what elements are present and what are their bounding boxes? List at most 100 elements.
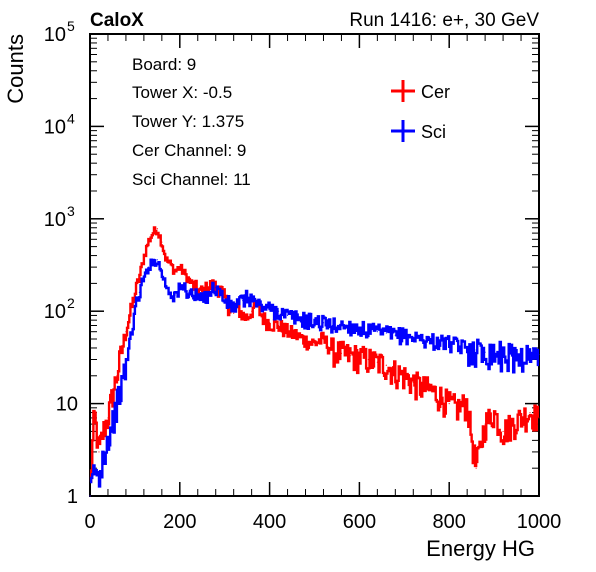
data-point-cer	[170, 263, 172, 266]
header-left-title: CaloX	[90, 10, 144, 31]
data-point-sci	[340, 324, 343, 327]
legend-label-cer: Cer	[421, 82, 450, 102]
data-point-cer	[179, 266, 181, 268]
data-point-sci	[313, 320, 316, 322]
y-tick-label: 10	[44, 24, 66, 46]
data-point-cer	[134, 294, 136, 296]
data-point-sci	[120, 386, 123, 388]
data-point-cer	[394, 371, 396, 373]
data-point-sci	[538, 353, 540, 356]
data-point-cer	[147, 241, 149, 243]
data-point-cer	[165, 259, 167, 261]
data-point-cer	[224, 297, 226, 299]
data-point-cer	[260, 312, 262, 314]
data-point-sci	[331, 324, 334, 327]
data-point-sci	[255, 303, 257, 305]
legend-marker-cer	[391, 80, 415, 102]
info-tower-y: Tower Y: 1.375	[132, 112, 244, 131]
data-point-cer	[349, 355, 352, 357]
data-point-cer	[269, 322, 271, 324]
data-point-cer	[304, 340, 307, 342]
data-point-sci	[228, 303, 230, 305]
data-point-cer	[403, 375, 405, 377]
data-point-sci	[93, 467, 96, 469]
data-point-sci	[421, 338, 423, 340]
data-point-cer	[385, 364, 387, 366]
data-point-sci	[358, 327, 360, 330]
data-point-sci	[286, 314, 289, 317]
data-point-cer	[264, 319, 266, 321]
data-point-sci	[215, 287, 217, 289]
data-point-cer	[376, 361, 378, 363]
y-tick-label: 1	[67, 486, 78, 508]
data-point-cer	[188, 278, 190, 281]
data-point-sci	[107, 439, 109, 441]
data-point-sci	[295, 317, 298, 319]
data-point-cer	[511, 423, 513, 425]
data-point-sci	[466, 347, 468, 349]
info-cer-channel: Cer Channel: 9	[132, 141, 246, 160]
data-point-cer	[152, 232, 154, 234]
data-point-sci	[165, 284, 167, 287]
y-tick-label: 10	[44, 301, 66, 323]
info-sci-channel: Sci Channel: 11	[132, 170, 251, 189]
data-point-cer	[430, 389, 432, 391]
data-point-cer	[93, 411, 96, 414]
plot-frame	[89, 33, 540, 497]
data-point-sci	[277, 310, 280, 312]
data-point-cer	[331, 349, 334, 351]
data-point-sci	[89, 495, 91, 497]
data-point-sci	[484, 351, 486, 353]
data-point-sci	[143, 278, 145, 281]
x-tick-label: 400	[253, 511, 286, 533]
data-point-cer	[502, 430, 504, 433]
x-tick-label: 600	[343, 511, 376, 533]
data-point-cer	[192, 284, 194, 287]
data-point-cer	[412, 381, 414, 383]
y-axis-label: Counts	[3, 34, 28, 104]
info-board: Board: 9	[132, 55, 196, 74]
data-point-sci	[511, 355, 513, 357]
data-point-cer	[120, 352, 123, 354]
data-point-cer	[138, 277, 140, 279]
data-point-cer	[358, 356, 360, 358]
data-point-sci	[412, 336, 414, 339]
data-point-cer	[475, 467, 477, 469]
data-point-sci	[111, 423, 114, 425]
data-point-sci	[385, 332, 387, 334]
data-point-sci	[98, 479, 100, 481]
data-point-cer	[538, 417, 540, 419]
data-point-sci	[125, 366, 127, 368]
data-point-sci	[197, 297, 199, 299]
data-point-cer	[313, 342, 316, 344]
data-point-sci	[502, 353, 504, 356]
data-point-sci	[116, 403, 118, 405]
data-point-cer	[295, 334, 298, 336]
data-point-cer	[107, 417, 109, 419]
data-point-cer	[322, 338, 325, 340]
data-point-cer	[111, 395, 114, 397]
x-tick-label: 200	[163, 511, 196, 533]
y-tick-exponent: 2	[67, 295, 75, 311]
data-point-sci	[394, 334, 396, 336]
data-point-sci	[102, 451, 105, 453]
data-point-cer	[277, 324, 280, 327]
data-point-sci	[156, 259, 158, 261]
data-point-cer	[340, 352, 343, 354]
legend-label-sci: Sci	[421, 122, 446, 142]
data-point-sci	[457, 345, 459, 347]
legend: Cer Sci	[391, 80, 450, 142]
data-point-cer	[206, 288, 208, 290]
data-point-cer	[457, 407, 459, 409]
data-point-cer	[129, 312, 132, 314]
data-point-sci	[188, 291, 190, 293]
data-point-sci	[246, 297, 248, 299]
data-point-sci	[134, 310, 136, 312]
data-point-cer	[242, 314, 244, 317]
y-tick-exponent: 4	[67, 110, 75, 126]
data-point-cer	[161, 241, 163, 243]
x-tick-label: 1000	[517, 511, 562, 533]
data-point-sci	[138, 291, 140, 293]
x-tick-label: 800	[433, 511, 466, 533]
